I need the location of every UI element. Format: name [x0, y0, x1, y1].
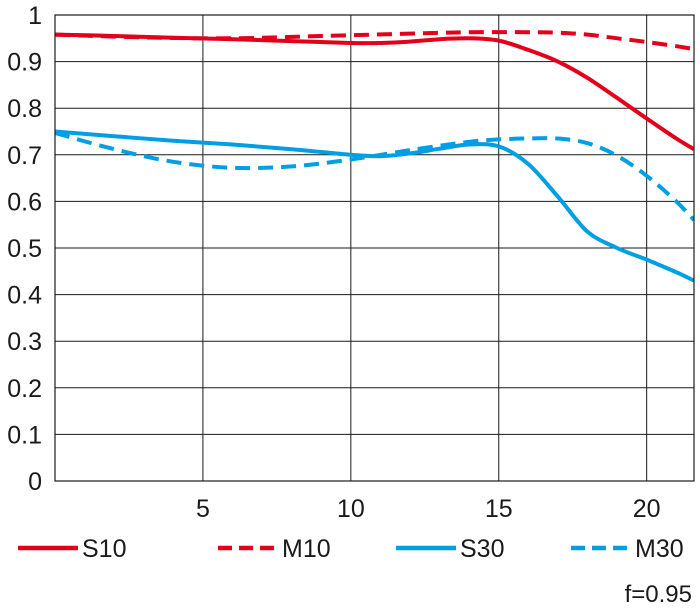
y-tick-label: 1: [28, 2, 42, 30]
series-line-s10: [55, 32, 694, 151]
x-tick-labels: 5 10 15 20: [196, 495, 661, 523]
aperture-annotation: f=0.95: [625, 581, 692, 608]
y-tick-label: 0.9: [7, 49, 42, 77]
y-tick-label: 0.1: [7, 421, 42, 449]
y-tick-label: 0.3: [7, 328, 42, 356]
axis: [54, 14, 695, 482]
x-tick-label: 15: [485, 495, 513, 523]
legend-label-s10: S10: [82, 535, 126, 563]
legend-label-s30: S30: [460, 535, 504, 563]
x-tick-label: 20: [633, 495, 661, 523]
y-tick-label: 0.6: [7, 188, 42, 216]
series-layer: [55, 30, 694, 283]
y-tick-label: 0.8: [7, 95, 42, 123]
y-tick-labels: 0 0.1 0.2 0.3 0.4 0.5 0.6 0.7 0.8 0.9 1: [7, 2, 42, 496]
plot-frame: [54, 14, 695, 482]
legend-label-m10: M10: [282, 535, 331, 563]
series-line-m10: [55, 30, 694, 51]
y-tick-label: 0: [28, 468, 42, 496]
y-tick-label: 0.5: [7, 235, 42, 263]
x-tick-label: 5: [196, 495, 210, 523]
series-line-m30: [55, 130, 694, 222]
x-tick-label: 10: [337, 495, 365, 523]
legend: S10 M10 S30 M30: [18, 535, 684, 563]
y-tick-label: 0.4: [7, 282, 42, 310]
legend-label-m30: M30: [635, 535, 684, 563]
series-line-s30: [55, 129, 694, 283]
y-tick-label: 0.2: [7, 375, 42, 403]
y-tick-label: 0.7: [7, 142, 42, 170]
